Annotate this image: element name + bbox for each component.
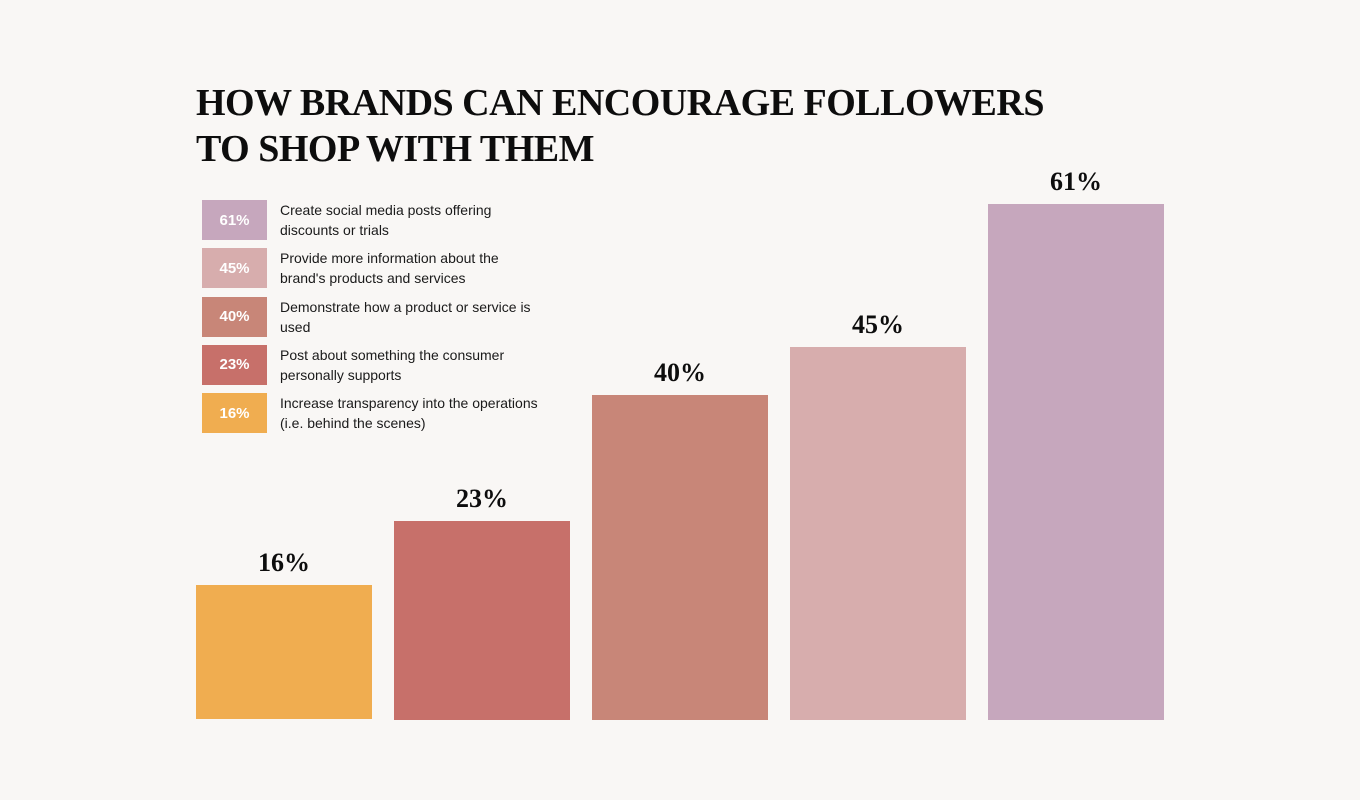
legend-item: 40% Demonstrate how a product or service…	[202, 296, 540, 337]
legend-swatch: 40%	[202, 296, 267, 337]
legend-swatch: 61%	[202, 200, 267, 240]
legend-swatch: 23%	[202, 344, 267, 385]
legend-label: Demonstrate how a product or service is …	[280, 298, 531, 335]
chart-legend: 61% Create social media posts offering d…	[202, 200, 540, 441]
chart-title-line-2: TO SHOP WITH THEM	[196, 128, 595, 170]
legend-swatch: 45%	[202, 248, 267, 289]
legend-item: 23% Post about something the consumer pe…	[202, 344, 540, 385]
bar-transparency	[196, 585, 372, 719]
bar-more-information	[790, 347, 966, 720]
legend-item: 45% Provide more information about the b…	[202, 248, 540, 289]
legend-label: Create social media posts offering disco…	[280, 202, 492, 238]
bar-discounts-trials	[988, 204, 1164, 720]
legend-swatch: 16%	[202, 393, 267, 434]
bar-value-label: 45%	[852, 310, 904, 339]
bar-value-label: 61%	[1050, 167, 1102, 196]
legend-item: 61% Create social media posts offering d…	[202, 200, 540, 240]
legend-label: Post about something the consumer person…	[280, 346, 505, 383]
bar-demonstrate-product	[592, 395, 768, 720]
bar-value-label: 16%	[258, 548, 310, 577]
bar-consumer-supports	[394, 521, 570, 720]
bar-value-label: 23%	[456, 484, 508, 513]
bar-value-label: 40%	[654, 358, 706, 387]
legend-item: 16% Increase transparency into the opera…	[202, 393, 540, 434]
chart-title-line-1: HOW BRANDS CAN ENCOURAGE FOLLOWERS	[196, 82, 1044, 124]
legend-label: Increase transparency into the operation…	[280, 395, 538, 432]
legend-label: Provide more information about the brand…	[280, 250, 499, 287]
chart-title: HOW BRANDS CAN ENCOURAGE FOLLOWERS TO SH…	[196, 80, 1096, 172]
